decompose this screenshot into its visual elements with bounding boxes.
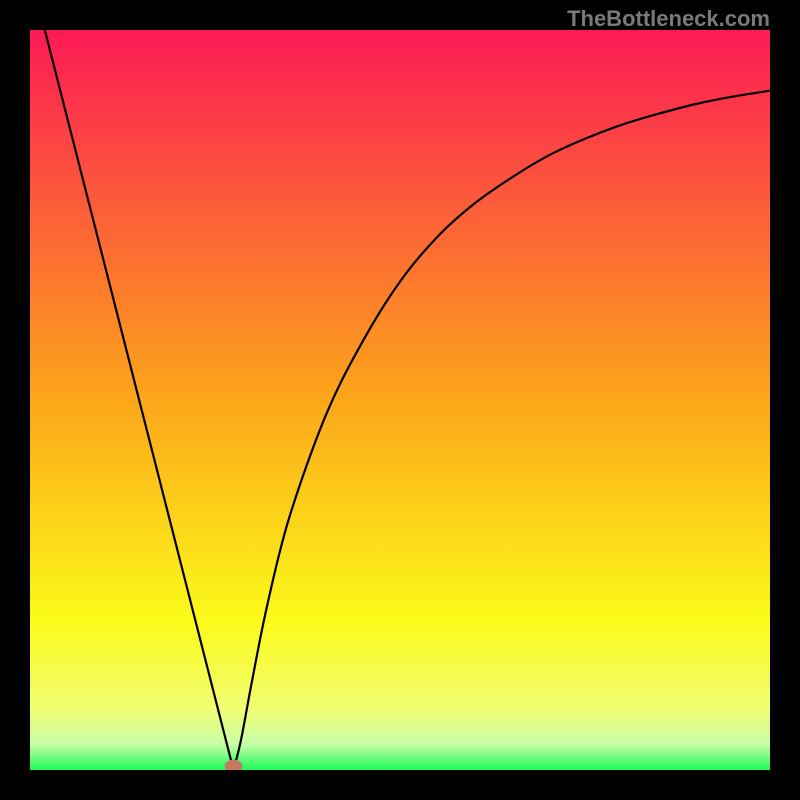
plot-area: [30, 30, 770, 770]
bottleneck-curve-chart: [30, 30, 770, 770]
watermark-text: TheBottleneck.com: [567, 6, 770, 32]
chart-frame: TheBottleneck.com: [0, 0, 800, 800]
gradient-background: [30, 30, 770, 770]
